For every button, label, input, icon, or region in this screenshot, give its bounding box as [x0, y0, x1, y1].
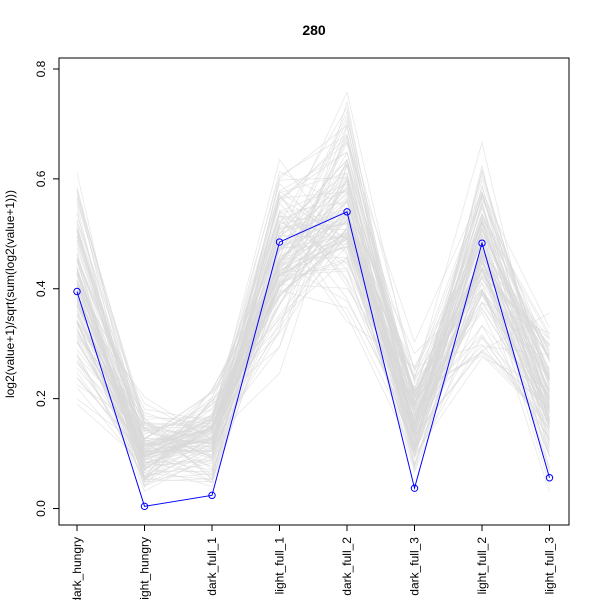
background-line [76, 216, 550, 455]
background-line [76, 186, 550, 429]
data-point [140, 502, 149, 511]
x-tick-label: light_full_3 [543, 537, 557, 595]
data-point [275, 238, 284, 246]
background-line [76, 124, 550, 459]
background-lines [76, 90, 550, 493]
background-line [76, 115, 550, 492]
y-tick-label: 0.0 [34, 500, 48, 517]
background-line [76, 204, 550, 482]
series-line [76, 211, 550, 507]
y-tick-label: 0.4 [34, 280, 48, 297]
background-line [76, 183, 550, 446]
y-tick-label: 0.8 [34, 60, 48, 77]
chart-title: 280 [302, 22, 326, 38]
background-line [76, 260, 550, 453]
data-point [410, 484, 419, 492]
background-line [76, 193, 550, 441]
x-tick-label: light_hungry [138, 537, 152, 600]
background-line [76, 140, 550, 455]
background-line [76, 182, 550, 456]
data-point [545, 474, 554, 482]
data-point [478, 239, 486, 247]
data-point [73, 287, 81, 296]
background-line [76, 234, 550, 452]
background-line [76, 177, 550, 446]
y-axis: 0.0 0.2 0.4 0.6 0.8 [34, 60, 60, 517]
x-axis: dark_hungry light_hungry dark_full_1 light_… [70, 524, 557, 600]
x-tick-label: dark_full_1 [205, 537, 219, 596]
background-line [76, 179, 550, 453]
background-line [76, 212, 550, 477]
x-tick-label: dark_full_3 [408, 537, 422, 596]
background-line [76, 191, 550, 486]
x-tick-label: dark_full_2 [340, 537, 354, 596]
x-tick-label: dark_hungry [70, 537, 84, 600]
background-line [76, 201, 550, 456]
background-line [76, 218, 550, 479]
y-tick-label: 0.6 [34, 170, 48, 187]
background-line [76, 151, 550, 458]
y-axis-label: log2(value+1)/sqrt(sum(log2(value+1))) [3, 190, 17, 398]
series-layer [73, 208, 554, 511]
background-line [76, 196, 550, 440]
background-line [76, 209, 550, 447]
y-tick-label: 0.2 [34, 390, 48, 407]
data-point [208, 491, 216, 500]
background-line [76, 178, 550, 435]
background-line [76, 124, 550, 458]
data-point [343, 208, 351, 216]
background-line [76, 183, 550, 450]
background-line [76, 220, 550, 468]
x-tick-label: light_full_1 [273, 537, 287, 595]
background-line [76, 158, 550, 467]
x-tick-label: light_full_2 [475, 537, 489, 595]
